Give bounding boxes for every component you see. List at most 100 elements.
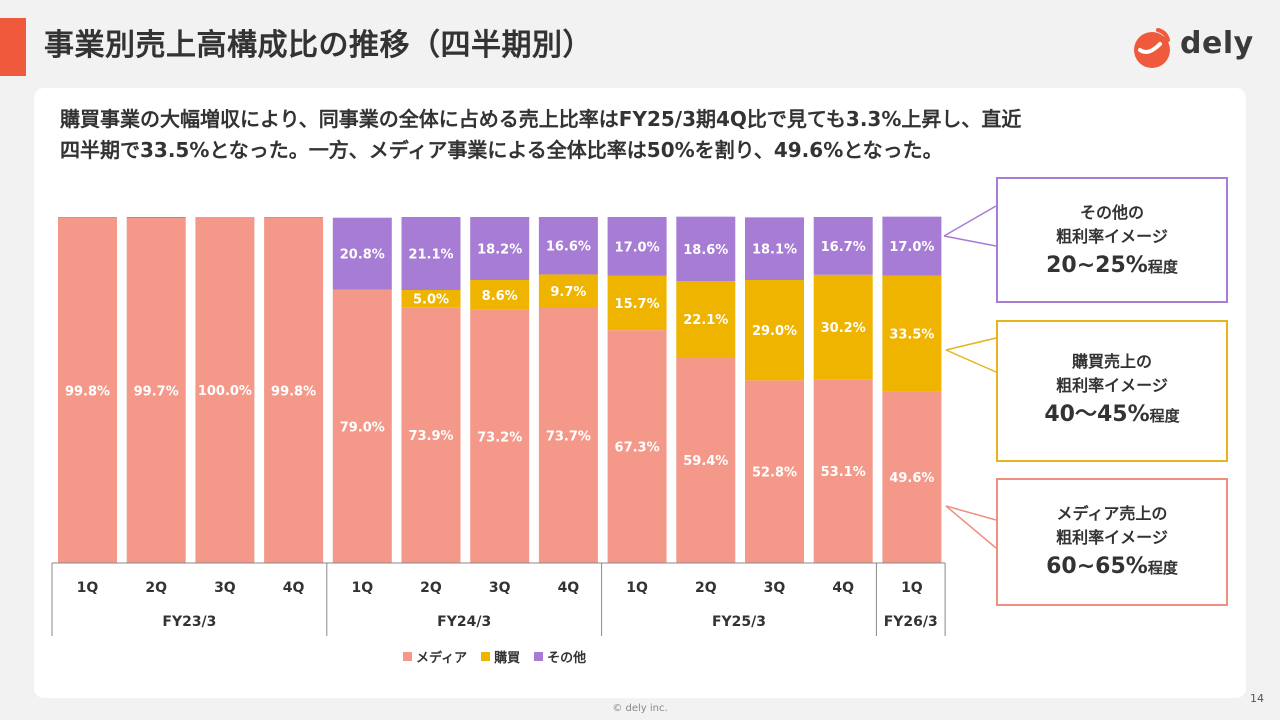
bar-other-11	[745, 217, 804, 280]
x-group-label-4: FY26/3	[884, 614, 938, 630]
bar-other-1	[58, 217, 117, 218]
legend-label-other: その他	[547, 651, 587, 666]
callout-other-suffix: 程度	[1147, 258, 1178, 276]
data-label-other-13: 17.0%	[889, 240, 934, 255]
bar-media-7	[470, 309, 530, 563]
data-label-media-12: 53.1%	[821, 465, 866, 480]
bar-other-9	[607, 217, 667, 276]
data-label-kobai-12: 30.2%	[821, 321, 866, 336]
callout-media-suffix: 程度	[1147, 559, 1178, 577]
data-label-kobai-6: 5.0%	[413, 293, 449, 308]
callout-kobai-pointer-b	[945, 349, 997, 373]
bar-other-13	[882, 216, 942, 276]
x-tick-label-4: 4Q	[283, 580, 305, 596]
legend-swatch-other	[534, 652, 544, 661]
callout-media-value: 60~65%	[1046, 554, 1148, 579]
callout-other-value-wrap: 20~25%程度	[998, 249, 1226, 284]
x-tick-label-1: 1Q	[77, 580, 99, 596]
dely-logo-icon	[1134, 28, 1170, 68]
bar-other-6	[401, 217, 461, 291]
data-label-media-7: 73.2%	[477, 430, 522, 445]
data-label-kobai-8: 9.7%	[550, 285, 586, 300]
brand-name: dely	[1180, 26, 1254, 61]
bar-kobai-12	[813, 274, 873, 380]
legend-swatch-media	[403, 652, 412, 661]
brand-logo: dely	[1130, 26, 1253, 70]
callout-other-line1: その他の	[1079, 203, 1144, 222]
bar-other-10	[676, 216, 736, 282]
x-tick-label-9: 1Q	[626, 580, 648, 596]
bar-media-4	[264, 217, 324, 563]
x-tick-label-2: 2Q	[145, 580, 167, 596]
callout-kobai-line2: 粗利率イメージ	[1056, 376, 1168, 395]
callout-media-line2: 粗利率イメージ	[1056, 528, 1168, 547]
bar-media-13	[882, 391, 942, 563]
page-title: 事業別売上高構成比の推移（四半期別）	[44, 28, 593, 63]
callout-media-margin: メディア売上の 粗利率イメージ 60~65%程度	[996, 478, 1228, 606]
data-label-other-9: 17.0%	[615, 240, 660, 255]
bar-media-1	[58, 217, 117, 563]
bar-media-8	[538, 307, 598, 563]
x-tick-label-11: 3Q	[764, 580, 786, 596]
bar-kobai-11	[745, 279, 804, 381]
bar-media-9	[607, 330, 667, 563]
bar-media-11	[745, 380, 804, 563]
bar-kobai-8	[538, 274, 598, 308]
bar-media-10	[676, 357, 736, 563]
data-label-kobai-9: 15.7%	[615, 297, 660, 312]
data-label-kobai-7: 8.6%	[482, 289, 518, 304]
data-label-media-4: 99.8%	[271, 384, 316, 399]
data-label-media-13: 49.6%	[889, 471, 934, 486]
bar-other-8	[538, 217, 598, 275]
x-tick-label-12: 4Q	[832, 580, 854, 596]
bar-media-6	[401, 307, 461, 563]
callout-kobai-value: 40〜45%	[1044, 402, 1150, 427]
callout-other-pointer-a	[943, 205, 997, 237]
callout-other-pointer-b	[943, 235, 997, 247]
copyright: © dely inc.	[612, 703, 668, 714]
chart-legend: メディア 購買 その他	[403, 647, 586, 666]
callout-other-margin: その他の 粗利率イメージ 20~25%程度	[996, 177, 1228, 303]
callout-kobai-line1: 購買売上の	[1071, 352, 1152, 371]
title-accent-bar	[0, 18, 26, 76]
data-label-kobai-10: 22.1%	[683, 313, 728, 328]
data-label-media-8: 73.7%	[546, 429, 591, 444]
bar-other-2	[126, 217, 186, 219]
x-tick-label-5: 1Q	[351, 580, 373, 596]
data-label-other-11: 18.1%	[752, 243, 797, 258]
x-group-label-1: FY23/3	[162, 614, 216, 630]
data-label-other-6: 21.1%	[408, 248, 453, 263]
bar-kobai-13	[882, 275, 942, 392]
legend-label-kobai: 購買	[494, 651, 521, 666]
callout-kobai-pointer-a	[945, 337, 997, 351]
bar-kobai-9	[607, 275, 667, 331]
data-label-other-5: 20.8%	[340, 248, 385, 263]
legend-item-media: メディア	[403, 647, 467, 666]
x-group-label-2: FY24/3	[437, 614, 491, 630]
data-label-media-6: 73.9%	[408, 429, 453, 444]
bar-kobai-6	[401, 290, 461, 308]
data-label-media-9: 67.3%	[615, 441, 660, 456]
page-number: 14	[1250, 692, 1264, 705]
callout-media-value-wrap: 60~65%程度	[998, 550, 1226, 585]
data-label-media-5: 79.0%	[340, 420, 385, 435]
data-label-media-3: 100.0%	[198, 384, 252, 399]
data-label-media-10: 59.4%	[683, 454, 728, 469]
x-tick-label-6: 2Q	[420, 580, 442, 596]
bar-kobai-10	[676, 281, 736, 358]
callout-other-line2: 粗利率イメージ	[1056, 227, 1168, 246]
bar-kobai-7	[470, 279, 530, 310]
x-tick-label-7: 3Q	[489, 580, 511, 596]
data-label-other-10: 18.6%	[683, 243, 728, 258]
summary-line-2: 四半期で33.5%となった。一方、メディア事業による全体比率は50%を割り、49…	[60, 138, 943, 162]
x-group-label-3: FY25/3	[712, 614, 766, 630]
x-tick-label-10: 2Q	[695, 580, 717, 596]
bar-media-12	[813, 379, 873, 563]
x-tick-label-8: 4Q	[558, 580, 580, 596]
legend-item-other: その他	[534, 647, 586, 666]
callout-kobai-value-wrap: 40〜45%程度	[998, 398, 1226, 433]
data-label-other-8: 16.6%	[546, 240, 591, 255]
summary-line-1: 購買事業の大幅増収により、同事業の全体に占める売上比率はFY25/3期4Q比で見…	[60, 107, 1022, 131]
bar-media-2	[126, 218, 186, 563]
